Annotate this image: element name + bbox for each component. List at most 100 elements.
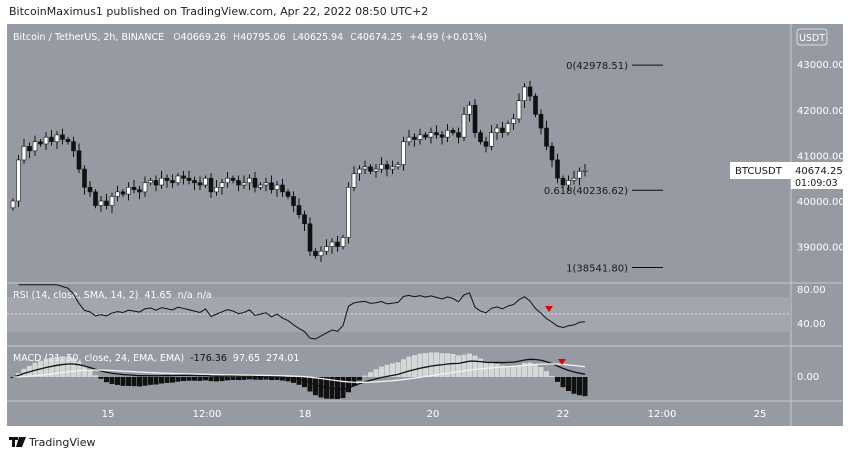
candle-body [483, 141, 489, 147]
price-tick: 42000.00 [797, 106, 845, 117]
macd-histogram-bar [478, 358, 483, 377]
macd-histogram-bar [417, 353, 423, 377]
macd-histogram-bar [203, 377, 208, 381]
candle-body [445, 130, 450, 138]
time-tick: 20 [427, 409, 440, 420]
candle-body [373, 168, 379, 172]
macd-histogram-bar [395, 362, 401, 377]
candle-body [511, 118, 516, 124]
time-axis[interactable]: 15 12:00 18 20 22 12:00 25 [102, 409, 767, 420]
bar-countdown: 01:09:03 [795, 178, 838, 189]
macd-histogram-bar [577, 377, 582, 396]
macd-histogram-bar [511, 366, 516, 377]
close-value: 40674.25 [357, 32, 402, 43]
candle-body [527, 86, 533, 97]
time-tick: 12:00 [648, 409, 677, 420]
macd-histogram-bar [49, 357, 54, 377]
candle-body [489, 132, 494, 147]
candle-body [390, 166, 395, 170]
candle-body [500, 127, 505, 133]
price-axis[interactable]: 43000.00 42000.00 41000.00 40000.00 39000.00 [797, 60, 845, 253]
candle-body [219, 182, 225, 188]
candle-body [214, 187, 219, 193]
macd-histogram-bar [307, 377, 313, 392]
fib-level-label: 0(42978.51) [566, 61, 628, 72]
candle-body [538, 114, 544, 129]
candle-body [10, 200, 16, 209]
candle-body [467, 104, 472, 115]
macd-histogram-bar [483, 361, 489, 377]
macd-histogram-bar [291, 377, 296, 383]
candle-body [148, 180, 153, 184]
candle-body [555, 159, 560, 179]
candle-body [164, 177, 170, 181]
price-label-price: 40674.25 [795, 166, 843, 177]
macd-histogram-bar [384, 364, 390, 377]
macd-histogram-bar [82, 366, 87, 377]
candle-body [208, 177, 214, 193]
candle-body [571, 177, 577, 181]
candle-body [406, 136, 412, 143]
candle-body [291, 196, 296, 206]
macd-histogram-bar [263, 377, 269, 380]
candle-body [566, 180, 571, 186]
macd-histogram-bar [313, 377, 318, 396]
macd-histogram-bar [450, 354, 456, 377]
publisher-line: BitcoinMaximus1 published on TradingView… [9, 5, 428, 18]
macd-histogram-bar [159, 377, 164, 384]
macd-histogram-bar [10, 377, 16, 378]
macd-histogram-bar [269, 377, 274, 381]
macd-histogram-bar [318, 377, 324, 398]
candle-body [142, 182, 148, 193]
candle-body [362, 166, 368, 170]
time-tick: 22 [557, 409, 570, 420]
low-value: 40625.94 [298, 32, 343, 43]
macd-signal-marker [558, 359, 566, 365]
macd-histogram-bar [423, 353, 428, 377]
macd-histogram-bar [192, 377, 197, 381]
candle-body [131, 187, 137, 190]
macd-histogram-bar [71, 358, 76, 377]
candle-body [252, 177, 258, 188]
macd-histogram-bar [274, 377, 280, 380]
candle-body [230, 177, 236, 181]
macd-histogram-bar [137, 377, 142, 387]
macd-histogram-bar [489, 363, 494, 377]
macd-histogram-bar [54, 356, 60, 377]
macd-histogram-bar [527, 362, 533, 377]
candle-body [285, 191, 291, 197]
candle-body [379, 164, 384, 170]
macd-histogram-bar [126, 377, 131, 386]
macd-histogram-bar [236, 377, 241, 381]
macd-histogram-bar [335, 377, 340, 400]
candle-body [115, 191, 120, 197]
macd-histogram-bar [230, 377, 236, 380]
candle-body [93, 191, 98, 206]
fib-retracement[interactable]: 0(42978.51) 0.618(40236.62) 1(38541.80) [544, 61, 663, 274]
macd-line [12, 358, 586, 391]
candle-body [439, 134, 445, 138]
candle-body [516, 100, 522, 120]
candle-body [247, 177, 252, 184]
candle-body [461, 114, 467, 138]
macd-histogram-bar [219, 377, 225, 382]
macd-histogram-bar [362, 375, 368, 377]
candle-body [450, 130, 456, 133]
svg-text:USDT: USDT [799, 33, 825, 44]
candle-body [340, 237, 346, 247]
macd-histogram-bar [428, 352, 434, 377]
currency-button[interactable]: USDT [796, 28, 828, 46]
macd-histogram-bar [258, 377, 263, 380]
tradingview-logo[interactable]: TradingView [9, 436, 95, 449]
candle-body [241, 182, 247, 186]
macd-histogram-bar [566, 377, 571, 391]
candle-body [197, 182, 203, 186]
candle-body [263, 182, 269, 186]
candle-body [71, 141, 76, 152]
candle-body [49, 136, 54, 143]
rsi-legend: RSI (14, close, SMA, 14, 2) 41.65 n/a n/a [13, 290, 212, 301]
macd-histogram-bar [98, 377, 104, 379]
macd-histogram-bar [505, 366, 511, 377]
macd-histogram-bar [208, 377, 214, 382]
